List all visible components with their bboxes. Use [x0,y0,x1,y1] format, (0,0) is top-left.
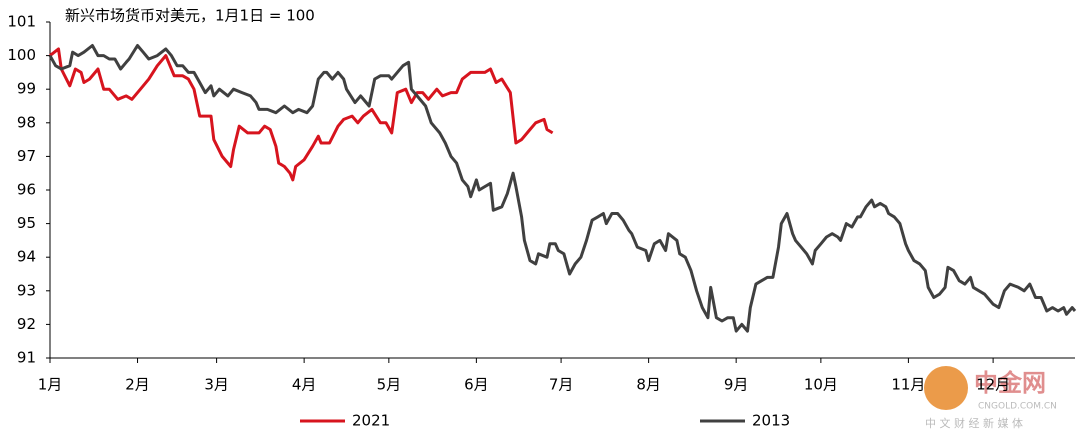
line-series [48,44,1077,333]
y-tick-label: 98 [17,113,36,131]
legend-label: 2013 [752,412,790,430]
x-tick-label: 1月 [38,376,63,394]
chart-title: 新兴市场货币对美元，1月1日 = 100 [65,7,315,25]
y-tick-label: 91 [17,349,36,367]
y-tick-label: 93 [17,281,36,299]
y-tick-label: 99 [17,80,36,98]
x-tick-label: 12月 [976,376,1010,394]
y-tick-label: 97 [17,147,36,165]
y-tick-label: 94 [17,248,36,266]
watermark-brand: 中金网 [974,369,1046,397]
x-tick-label: 4月 [292,376,317,394]
x-tick-label: 5月 [377,376,402,394]
watermark: 中金网 CNGOLD.COM.CN 中 文 财 经 新 媒 体 [924,366,1057,430]
x-tick-label: 8月 [636,376,661,394]
x-tick-label: 7月 [549,376,574,394]
x-tick-label: 9月 [724,376,749,394]
x-tick-label: 3月 [204,376,229,394]
line-series [49,47,554,182]
watermark-site: CNGOLD.COM.CN [978,402,1057,412]
legend-label: 2021 [352,412,390,430]
y-tick-label: 92 [17,315,36,333]
x-tick-label: 6月 [464,376,489,394]
watermark-slogan: 中 文 财 经 新 媒 体 [925,416,1023,430]
y-tick-label: 101 [7,13,36,31]
y-tick-label: 96 [17,181,36,199]
x-tick-label: 10月 [804,376,838,394]
x-tick-label: 2月 [125,376,150,394]
y-tick-label: 100 [7,46,36,64]
x-tick-label: 11月 [891,376,925,394]
y-tick-label: 95 [17,214,36,232]
watermark-logo [924,366,968,410]
